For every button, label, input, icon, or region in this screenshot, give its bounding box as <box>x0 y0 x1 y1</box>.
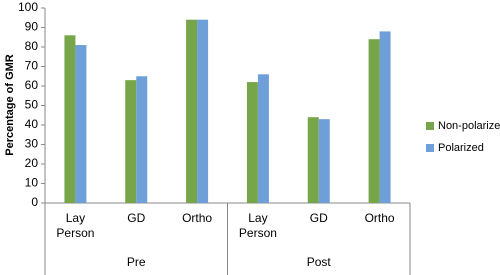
bar <box>318 119 330 203</box>
y-tick-label: 20 <box>25 156 39 170</box>
x-tick-label: Ortho <box>364 211 395 225</box>
y-axis-label: Percentage of GMR <box>4 54 16 156</box>
x-tick-label: GD <box>309 211 328 225</box>
bar <box>197 19 209 204</box>
legend-swatch <box>426 144 434 152</box>
y-tick-label: 60 <box>25 78 39 92</box>
bar <box>64 35 76 203</box>
legend-label: Non-polarized <box>438 120 500 132</box>
y-tick-label: 90 <box>25 20 39 34</box>
x-tick-label: Lay Person <box>56 211 95 240</box>
bar <box>368 39 380 204</box>
bar <box>379 31 391 204</box>
y-tick-label: 50 <box>25 98 39 112</box>
y-tick-label: 10 <box>25 176 39 190</box>
y-tick-label: 70 <box>25 59 39 73</box>
group-label: Post <box>307 255 332 269</box>
bar <box>257 74 269 203</box>
x-tick-label: Ortho <box>182 211 213 225</box>
bar <box>186 19 198 204</box>
x-tick-label: Lay Person <box>238 211 277 240</box>
group-label: Pre <box>127 255 146 269</box>
legend-label: Polarized <box>438 142 484 154</box>
y-tick-label: 0 <box>31 195 38 209</box>
bar <box>307 117 319 203</box>
legend-swatch <box>426 122 434 130</box>
y-tick-label: 40 <box>25 117 39 131</box>
bar <box>136 76 148 203</box>
bar <box>246 82 258 203</box>
y-tick-label: 80 <box>25 39 39 53</box>
y-tick-label: 100 <box>18 0 38 14</box>
bar <box>75 45 87 203</box>
y-tick-label: 30 <box>25 137 39 151</box>
x-tick-label: GD <box>127 211 146 225</box>
bar <box>125 80 137 203</box>
